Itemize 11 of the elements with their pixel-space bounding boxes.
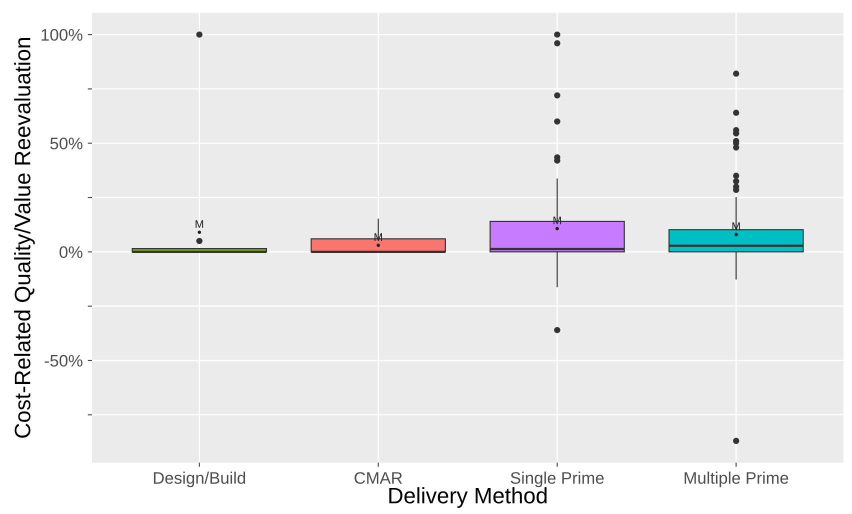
y-tick-label: 100% [42, 28, 82, 41]
x-tick-label: Design/Build [154, 472, 246, 488]
x-tick-label: Single Prime [510, 472, 604, 488]
x-tick-label: CMAR [354, 472, 402, 484]
x-tick-label: Multiple Prime [684, 472, 788, 488]
annotation: M [196, 220, 204, 228]
y-axis-title: Cost-Related Quality/Value Reevaluation [14, 38, 35, 438]
y-tick-label: -50% [44, 354, 82, 367]
x-axis-title: Delivery Method [389, 487, 547, 508]
y-tick-label: 0% [60, 246, 82, 258]
y-tick-label: 50% [50, 138, 82, 150]
